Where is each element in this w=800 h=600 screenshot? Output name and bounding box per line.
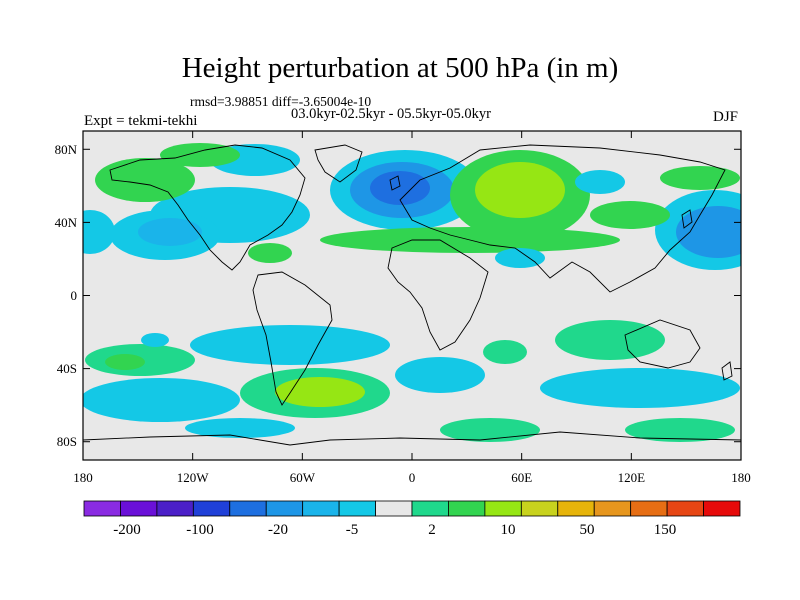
anomaly-region: [395, 357, 485, 393]
x-axis: 180 120W 60W 0 60E 120E 180: [73, 131, 751, 485]
anomaly-region: [440, 418, 540, 442]
colorbar-swatch: [520, 500, 559, 517]
anomaly-region: [483, 340, 527, 364]
colorbar-label: -5: [346, 522, 359, 538]
period-label: 03.0kyr-02.5kyr - 05.5kyr-05.0kyr: [291, 106, 491, 122]
anomaly-region: [138, 218, 202, 246]
y-axis: 80N 40N 0 40S 80S: [55, 142, 741, 449]
coastlines: [83, 144, 741, 446]
anomaly-region: [590, 201, 670, 229]
anomaly-region: [160, 143, 240, 167]
x-tick-label: 60E: [511, 470, 532, 485]
x-tick-label: 0: [409, 470, 416, 485]
colorbar-swatch: [593, 500, 632, 517]
coast-japan: [681, 209, 693, 229]
colorbar-swatch: [448, 500, 486, 517]
colorbar-label: 150: [654, 522, 677, 538]
colorbar-swatch: [302, 500, 340, 517]
anomaly-region: [190, 325, 390, 365]
anomaly-region: [540, 368, 740, 408]
x-tick-label: 120W: [177, 470, 210, 485]
anomaly-region: [475, 162, 565, 218]
colorbar-swatch: [156, 500, 194, 517]
coast-uk: [389, 175, 401, 191]
colorbar-label: -100: [186, 522, 214, 538]
colorbar-swatch: [557, 500, 595, 517]
colorbar-swatch: [229, 500, 267, 517]
anomaly-region: [660, 166, 740, 190]
coast-australia: [624, 319, 701, 369]
anomaly-region: [555, 320, 665, 360]
diff-label: diff=: [271, 94, 299, 109]
colorbar-swatch: [630, 500, 668, 517]
anomaly-region: [676, 206, 741, 258]
colorbar-swatch: [411, 500, 449, 517]
colorbar-swatch: [192, 500, 231, 517]
anomaly-region: [495, 248, 545, 268]
colorbar-swatch: [484, 500, 522, 517]
coast-africa: [387, 239, 489, 351]
anomaly-region: [625, 418, 735, 442]
colorbar-label: 50: [580, 522, 595, 538]
y-tick-label: 0: [71, 288, 78, 303]
y-tick-label: 80N: [55, 142, 78, 157]
coast-north-america: [109, 144, 306, 271]
stats-line: rmsd=3.98851 diff=-3.65004e-10: [190, 94, 371, 110]
colorbar-swatch: [265, 500, 304, 517]
x-tick-label: 120E: [618, 470, 646, 485]
y-tick-label: 80S: [57, 434, 77, 449]
colorbar-label: 10: [501, 522, 516, 538]
colorbar: -200 -100 -20 -5 2 10 50 150: [83, 500, 741, 538]
anomaly-region: [141, 333, 169, 347]
x-tick-label: 180: [73, 470, 93, 485]
colorbar-swatch: [338, 500, 376, 517]
anomaly-region: [83, 210, 115, 254]
coast-eurasia: [399, 144, 726, 293]
x-tick-label: 60W: [290, 470, 316, 485]
anomaly-region: [83, 378, 240, 422]
anomaly-region: [105, 354, 145, 370]
colorbar-swatch: [120, 500, 158, 517]
colorbar-label: -20: [268, 522, 288, 538]
anomaly-region: [248, 243, 292, 263]
experiment-label: Expt = tekmi-tekhi: [84, 113, 198, 129]
x-tick-label: 180: [731, 470, 751, 485]
coast-south-america: [252, 271, 333, 406]
coast-new-zealand: [721, 361, 733, 381]
diff-value: -3.65004e-10: [298, 94, 372, 109]
colorbar-label: 2: [428, 522, 436, 538]
colorbar-label: -200: [113, 522, 141, 538]
y-tick-label: 40N: [55, 215, 78, 230]
coast-greenland: [314, 144, 363, 183]
anomaly-region: [575, 170, 625, 194]
colorbar-swatch: [703, 500, 741, 517]
anomaly-region: [275, 377, 365, 407]
y-tick-label: 40S: [57, 361, 77, 376]
anomaly-region: [95, 158, 195, 202]
rmsd-value: 3.98851: [224, 94, 269, 109]
anomaly-region: [370, 171, 430, 205]
rmsd-label: rmsd=: [190, 94, 225, 109]
colorbar-swatch: [83, 500, 121, 517]
season-label: DJF: [712, 109, 738, 125]
colorbar-swatch: [375, 500, 413, 517]
colorbar-swatch: [666, 500, 704, 517]
coast-antarctica: [83, 431, 741, 446]
chart-title: Height perturbation at 500 hPa (in m): [181, 52, 619, 84]
anomaly-region: [185, 418, 295, 438]
